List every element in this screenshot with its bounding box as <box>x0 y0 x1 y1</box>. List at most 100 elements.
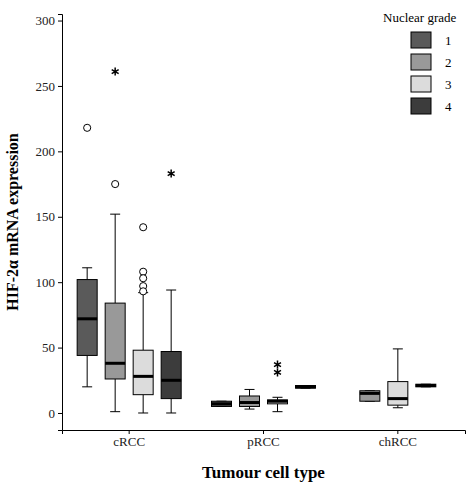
x-tick-label: pRCC <box>247 434 280 449</box>
median <box>240 401 260 404</box>
max-cap <box>82 267 92 268</box>
max-cap <box>110 214 120 215</box>
box <box>133 350 153 394</box>
box <box>360 391 380 401</box>
min-cap <box>110 411 120 412</box>
y-tick-label: 200 <box>36 144 56 159</box>
x-tick-label: cRCC <box>113 434 145 449</box>
box <box>212 401 232 406</box>
y-axis: 0 50 100 150 200 250 300 <box>36 13 63 430</box>
y-tick: 200 <box>36 144 63 159</box>
lower-whisker <box>87 355 88 386</box>
outlier <box>140 224 147 231</box>
median <box>360 392 380 395</box>
min-cap <box>138 412 148 413</box>
min-cap <box>82 386 92 387</box>
box <box>388 382 408 406</box>
legend-swatch <box>411 76 431 92</box>
y-tick: 250 <box>36 79 63 94</box>
min-cap <box>273 411 283 412</box>
min-cap <box>166 412 176 413</box>
y-tick-mark <box>58 151 62 152</box>
box-group <box>161 170 181 413</box>
x-tick: pRCC <box>247 430 280 449</box>
x-tick: chRCC <box>379 430 417 449</box>
median <box>212 402 232 405</box>
min-cap <box>393 407 403 408</box>
legend-title: Nuclear grade <box>383 10 456 25</box>
y-axis-line <box>58 15 63 431</box>
plot-area <box>77 68 436 413</box>
box-group <box>212 401 232 406</box>
y-axis-title: HIF-2α mRNA expression <box>4 133 22 311</box>
legend-label: 1 <box>445 33 452 48</box>
box <box>161 352 181 399</box>
box <box>296 386 316 389</box>
chart: 0 50 100 150 200 250 300 cRCC pRCC chRCC Tumour ce… <box>0 0 474 500</box>
outlier <box>112 180 119 187</box>
max-cap <box>245 389 255 390</box>
box-group <box>388 349 408 408</box>
box <box>77 280 97 356</box>
outlier <box>84 124 91 131</box>
y-tick-label: 100 <box>36 275 56 290</box>
y-tick: 50 <box>42 340 62 355</box>
median <box>77 317 97 320</box>
y-tick-mark <box>58 348 62 349</box>
median <box>161 379 181 382</box>
y-tick-label: 250 <box>36 79 56 94</box>
y-tick-label: 0 <box>49 406 56 421</box>
legend-label: 4 <box>445 99 452 114</box>
x-tick-label: chRCC <box>379 434 417 449</box>
y-tick-mark <box>58 86 62 87</box>
upper-whisker <box>397 349 398 382</box>
y-tick-mark <box>58 282 62 283</box>
upper-whisker <box>171 290 172 351</box>
median <box>268 400 288 403</box>
lower-whisker <box>115 379 116 412</box>
box <box>240 396 260 406</box>
lower-whisker <box>171 399 172 413</box>
box-group <box>105 68 125 412</box>
median <box>105 362 125 365</box>
legend-swatch <box>411 98 431 114</box>
legend-label: 2 <box>445 55 452 70</box>
legend-swatch <box>411 32 431 48</box>
box-group <box>240 389 260 409</box>
box-group <box>77 124 97 387</box>
extreme <box>112 68 119 76</box>
lower-whisker <box>277 404 278 412</box>
upper-whisker <box>87 268 88 280</box>
y-tick: 150 <box>36 209 63 224</box>
y-tick-label: 150 <box>36 209 56 224</box>
outlier <box>140 288 147 295</box>
median <box>388 397 408 400</box>
upper-whisker <box>143 293 144 351</box>
max-cap <box>393 348 403 349</box>
y-tick: 0 <box>49 406 63 421</box>
max-cap <box>273 397 283 398</box>
min-cap <box>245 409 255 410</box>
y-tick-mark <box>58 413 62 414</box>
extreme <box>274 361 281 369</box>
median <box>296 385 316 388</box>
box <box>105 303 125 379</box>
x-tick: cRCC <box>113 430 145 449</box>
legend: Nuclear grade 1 2 3 4 <box>383 10 456 114</box>
x-axis: cRCC pRCC chRCC <box>63 430 466 449</box>
y-tick-mark <box>58 21 62 22</box>
y-tick-label: 300 <box>36 13 56 28</box>
box-group <box>416 384 436 387</box>
y-tick: 300 <box>36 13 63 28</box>
box-group <box>360 391 380 401</box>
median <box>133 375 153 378</box>
legend-label: 3 <box>445 77 452 92</box>
y-tick: 100 <box>36 275 63 290</box>
median <box>416 384 436 387</box>
upper-whisker <box>249 389 250 396</box>
x-axis-title: Tumour cell type <box>202 463 325 482</box>
box-group <box>268 361 288 412</box>
box-group <box>296 386 316 389</box>
box <box>268 400 288 404</box>
y-tick-label: 50 <box>42 340 55 355</box>
